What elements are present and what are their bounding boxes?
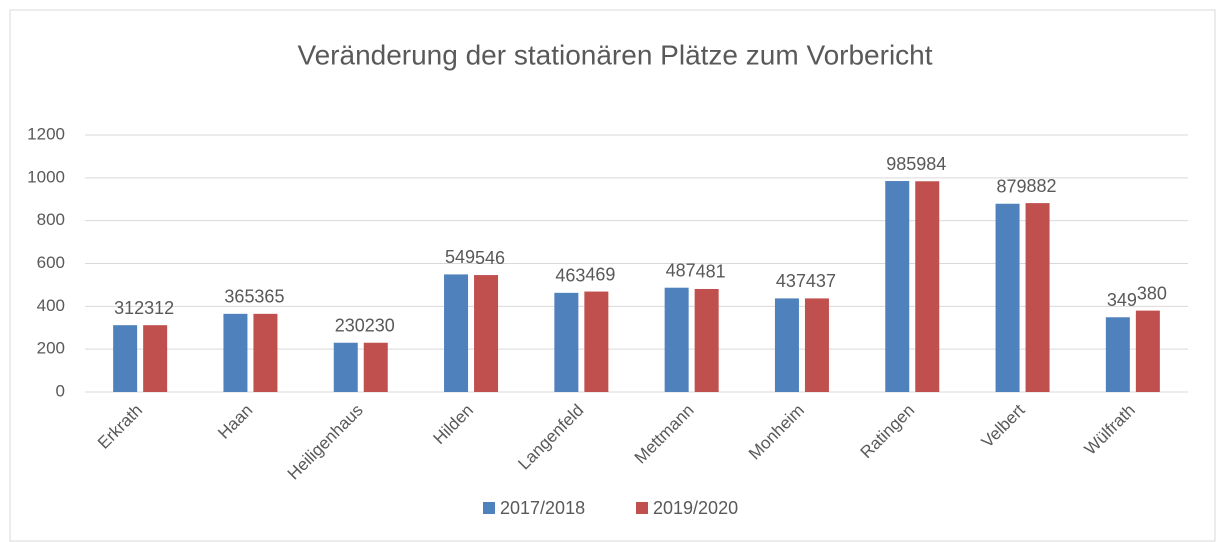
bar (223, 313, 248, 392)
y-tick-label: 0 (56, 381, 65, 400)
x-tick-label: Hilden (430, 401, 478, 449)
data-label: 312 (114, 298, 144, 318)
bar (584, 291, 609, 392)
data-label: 546 (475, 248, 505, 268)
bar (1025, 203, 1050, 392)
x-tick-label: Velbert (978, 400, 1029, 451)
x-tick-label: Langenfeld (514, 401, 587, 474)
chart-border (9, 9, 1216, 542)
bar (1105, 317, 1130, 392)
data-label: 437 (806, 271, 836, 291)
data-label: 984 (916, 154, 946, 174)
y-tick-label: 400 (37, 296, 65, 315)
y-tick-label: 800 (37, 210, 65, 229)
legend-label: 2019/2020 (653, 498, 738, 518)
data-label: 380 (1137, 283, 1167, 303)
bar (664, 287, 689, 392)
data-label: 312 (144, 298, 174, 318)
y-tick-label: 200 (37, 339, 65, 358)
bar (694, 288, 719, 392)
x-tick-label: Ratingen (857, 401, 919, 463)
data-label: 549 (445, 247, 475, 267)
data-label: 365 (224, 287, 254, 307)
bar (995, 203, 1020, 392)
bar (253, 313, 278, 392)
data-label: 469 (585, 264, 615, 284)
data-label: 463 (555, 266, 585, 286)
bar (774, 298, 799, 392)
data-label: 487 (666, 260, 696, 280)
data-label: 879 (997, 176, 1027, 196)
x-tick-label: Monheim (745, 401, 808, 464)
data-label: 230 (365, 315, 395, 335)
data-label: 437 (776, 271, 806, 291)
x-tick-label: Mettmann (631, 401, 698, 468)
bar (885, 181, 910, 392)
bar (474, 275, 499, 392)
chart-title: Veränderung der stationären Plätze zum V… (297, 39, 932, 70)
data-label: 481 (696, 262, 726, 282)
bar (804, 298, 829, 392)
x-tick-label: Erkrath (94, 401, 146, 453)
bar (333, 342, 358, 392)
bar (143, 325, 168, 392)
x-tick-label: Haan (214, 401, 256, 443)
bar (1135, 310, 1160, 392)
x-tick-label: Wülfrath (1081, 401, 1139, 459)
bar (113, 325, 138, 392)
legend-swatch (636, 502, 648, 514)
legend-label: 2017/2018 (500, 498, 585, 518)
bar (363, 342, 388, 392)
data-label: 230 (335, 315, 365, 335)
y-tick-label: 1000 (27, 167, 65, 186)
data-label: 882 (1027, 176, 1057, 196)
x-tick-label: Heiligenhaus (284, 401, 367, 484)
data-label: 985 (886, 154, 916, 174)
y-tick-label: 1200 (27, 124, 65, 143)
data-label: 365 (254, 287, 284, 307)
legend-swatch (483, 502, 495, 514)
bar (915, 181, 940, 392)
y-tick-label: 600 (37, 253, 65, 272)
bar (444, 274, 469, 392)
data-label: 349 (1107, 290, 1137, 310)
bar (554, 292, 579, 392)
